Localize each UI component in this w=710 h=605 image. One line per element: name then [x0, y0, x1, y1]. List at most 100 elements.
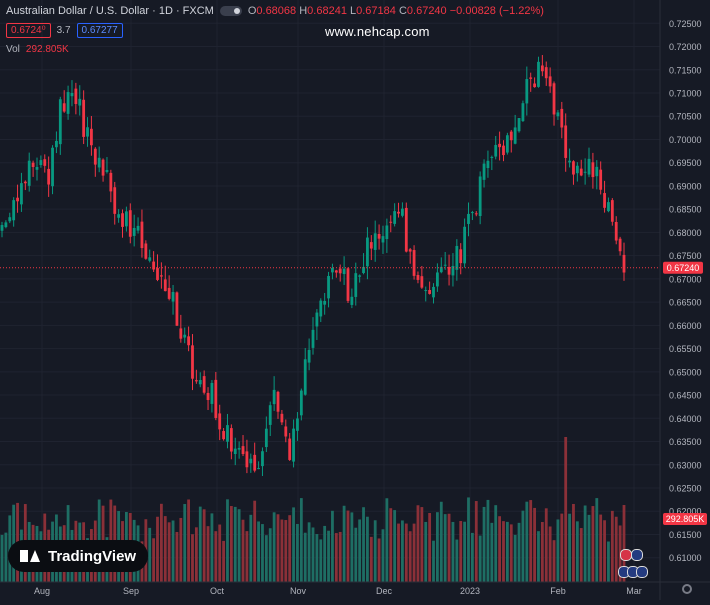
buy-button[interactable]: 0.67277	[76, 23, 123, 38]
volume-bar	[583, 505, 587, 582]
volume-bar	[560, 513, 564, 582]
volume-bar	[607, 541, 610, 582]
volume-bar	[148, 527, 152, 582]
toggle-icon[interactable]	[219, 6, 242, 16]
volume-bar	[517, 522, 521, 582]
candle	[618, 236, 622, 256]
candle	[16, 184, 19, 213]
price-tick-label: 0.72500	[669, 19, 702, 29]
candle	[451, 253, 455, 287]
symbol-header: Australian Dollar / U.S. Dollar · 1D · F…	[6, 5, 544, 17]
candle	[167, 275, 171, 301]
volume-bar	[241, 519, 245, 582]
high-value: 0.68241	[307, 5, 347, 17]
candle	[568, 148, 571, 168]
candle	[257, 461, 260, 470]
time-tick-label: Dec	[376, 586, 393, 596]
volume-bar	[303, 532, 307, 582]
volume-bar	[362, 507, 365, 582]
candle	[299, 388, 303, 421]
candle	[556, 109, 560, 120]
tradingview-logo[interactable]: TradingView	[8, 540, 149, 572]
price-tick-label: 0.61500	[669, 530, 702, 540]
candle	[4, 220, 8, 229]
candle	[498, 131, 501, 161]
volume-bar	[257, 521, 260, 582]
candle	[156, 254, 159, 282]
candle	[8, 212, 12, 224]
watermark: www.nehcap.com	[325, 24, 430, 39]
settings-gear-icon[interactable]	[682, 584, 692, 594]
volume-bar	[210, 513, 214, 582]
candle	[261, 447, 264, 477]
volume-bar	[552, 540, 556, 582]
volume-bar	[537, 531, 540, 582]
candle	[272, 376, 276, 411]
volume-bar	[327, 530, 330, 582]
candle	[20, 172, 23, 212]
time-tick-label: Mar	[626, 586, 642, 596]
volume-bar	[253, 500, 257, 582]
candle	[97, 146, 101, 173]
candle	[560, 101, 564, 139]
volume-bar	[587, 514, 591, 582]
volume-bar	[428, 513, 432, 582]
volume-value: 292.805K	[25, 44, 69, 55]
price-tick-label: 0.70000	[669, 135, 702, 145]
candle	[459, 243, 463, 275]
volume-bar	[610, 510, 614, 582]
volume-bar	[544, 508, 548, 582]
candle	[385, 218, 389, 253]
price-tick-label: 0.72000	[669, 42, 702, 52]
candle	[591, 152, 595, 189]
candle	[47, 156, 51, 197]
volume-bar	[334, 533, 338, 582]
price-axis[interactable]: 0.72500 0.72000 0.71500 0.71000 0.70500 0.700…	[659, 0, 702, 600]
volume-bar	[175, 531, 179, 582]
volume-bar	[505, 521, 509, 582]
brand-name: TradingView	[48, 547, 137, 565]
volume-bar	[614, 516, 618, 582]
volume-bar	[156, 516, 159, 582]
candle	[486, 150, 490, 178]
candle	[237, 441, 241, 459]
volume-bar	[478, 535, 482, 582]
candle	[323, 292, 327, 315]
candle	[319, 298, 323, 323]
volume-bar	[474, 501, 478, 582]
event-flag-icon[interactable]	[636, 566, 648, 578]
volume-bar	[288, 515, 292, 582]
volume-label[interactable]: Vol	[6, 44, 20, 55]
candle	[315, 309, 319, 340]
candle	[342, 256, 346, 285]
volume-bar	[4, 532, 8, 582]
volume-bar	[292, 507, 295, 582]
candle	[408, 247, 412, 264]
candle	[70, 80, 74, 107]
volume-bar	[206, 526, 210, 582]
price-tick-label: 0.62500	[669, 484, 702, 494]
event-flag-icon[interactable]	[631, 549, 643, 561]
time-axis[interactable]: Aug Sep Oct Nov Dec 2023 Feb Mar	[0, 581, 710, 596]
price-tick-label: 0.67500	[669, 251, 702, 261]
volume-bar	[385, 498, 389, 582]
candle	[93, 147, 97, 177]
sell-button[interactable]: 0.6724⁰	[6, 23, 51, 38]
symbol-title[interactable]: Australian Dollar / U.S. Dollar · 1D · F…	[6, 5, 214, 17]
volume-bar	[579, 528, 583, 582]
candle	[206, 387, 210, 410]
volume-bar	[436, 512, 439, 582]
volume-bar	[237, 509, 241, 582]
volume-bar	[226, 499, 229, 582]
volume-bar	[424, 521, 428, 582]
close-value: 0.67240	[406, 5, 447, 17]
volume-bar	[490, 522, 494, 582]
volume-bar	[599, 514, 603, 582]
volume-bar	[187, 499, 190, 582]
volume-bar	[494, 505, 498, 582]
volume-bar	[276, 514, 280, 582]
candle	[377, 224, 381, 250]
volume-bar	[463, 521, 467, 582]
